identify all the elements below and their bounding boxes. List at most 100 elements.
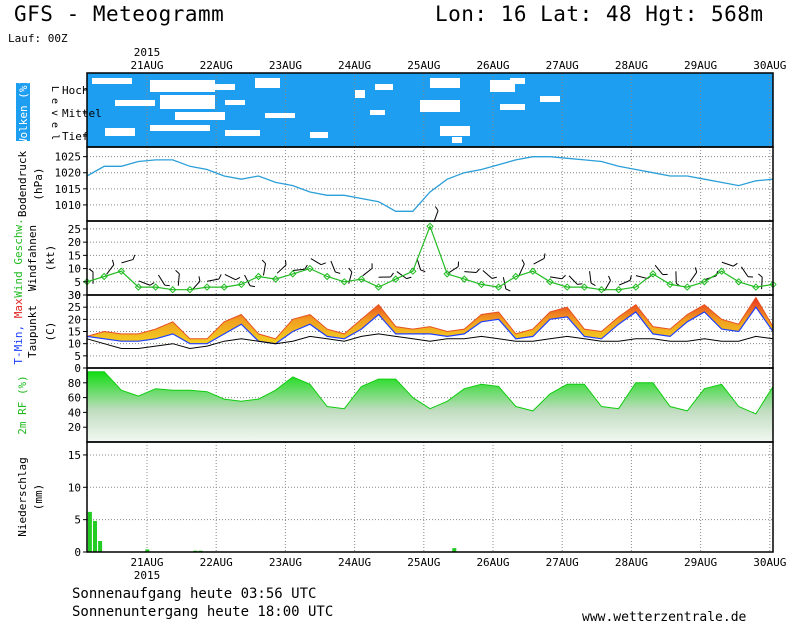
wind-barb — [310, 258, 326, 266]
wind-speed-point — [700, 278, 709, 286]
model-run: Lauf: 00Z — [8, 32, 68, 45]
wind-barb-feather — [261, 259, 266, 264]
wind-barb-feather — [732, 262, 738, 267]
cloud-axis-label: Wolken (%) — [17, 79, 30, 145]
wind-speed-point — [717, 267, 726, 275]
wind-barb-feather — [420, 269, 426, 273]
y-tick-label: 15 — [68, 326, 81, 339]
cloud-free-patch — [215, 84, 235, 90]
cloud-level-label: Hoch — [62, 84, 89, 97]
y-tick-label: 5 — [74, 350, 81, 363]
cloud-free-patch — [225, 130, 260, 136]
wind-barb-feather — [304, 264, 308, 270]
precipitation-panel-frame — [86, 441, 774, 553]
wind-barb-feather — [543, 253, 546, 259]
y-tick-label: 1010 — [55, 199, 82, 212]
y-tick-label: 1025 — [55, 151, 82, 164]
humidity-area — [87, 371, 773, 442]
wind-barb-feather — [505, 288, 511, 292]
wind-speed-point — [220, 283, 228, 291]
wind-barb-feather — [218, 274, 222, 280]
top-date-label: 22AUG — [200, 59, 233, 72]
wind-axis-label: Wind Geschw. — [12, 218, 25, 297]
wind-speed-point — [100, 272, 108, 281]
wind-barb-shaft — [689, 271, 698, 283]
wind-speed-point — [357, 275, 366, 283]
y-tick-label: 1015 — [55, 183, 82, 196]
top-date-label: 28AUG — [615, 59, 648, 72]
dewpoint-axis-label: Taupunkt — [26, 305, 39, 358]
wind-barb-shaft — [618, 279, 631, 286]
wind-barb — [482, 270, 497, 279]
cloud-free-patch — [310, 132, 328, 138]
wind-speed-point — [546, 278, 554, 286]
cloud-free-patch — [440, 126, 470, 136]
y-tick-label: 60 — [68, 392, 81, 405]
wind-barb-feather — [371, 263, 373, 269]
y-tick-label: 30 — [68, 289, 81, 302]
wind-barb-feather — [577, 283, 583, 285]
wind-barb-shaft — [433, 210, 439, 223]
wind-speed-point — [683, 283, 691, 291]
y-tick-label: 20 — [68, 421, 81, 434]
top-date-label: 21AUG — [130, 59, 163, 72]
cloud-free-patch — [773, 78, 777, 138]
wind-barb — [568, 275, 583, 285]
y-tick-label: 0 — [74, 289, 81, 302]
wind-speed-point — [563, 283, 571, 291]
wind-barb — [433, 206, 439, 223]
website-credit: www.wetterzentrale.de — [582, 610, 747, 625]
wind-barb-feather — [111, 259, 115, 265]
wind-speed-point — [632, 283, 640, 291]
wind-barb-feather — [164, 284, 170, 287]
wind-speed-point — [409, 267, 417, 275]
wind-barb-feather — [748, 276, 754, 278]
wind-barb-shaft — [330, 260, 336, 273]
cloud-free-patch — [150, 80, 215, 92]
wind-barb — [396, 271, 412, 280]
cloud-free-patch — [420, 100, 460, 112]
wind-barb-shaft — [138, 280, 151, 286]
wind-barb — [758, 273, 763, 290]
cloud-free-patch — [265, 113, 295, 118]
wind-barb — [464, 268, 480, 274]
wind-barb — [175, 270, 180, 286]
wind-barb — [244, 274, 256, 288]
cloud-free-patch — [225, 100, 245, 105]
bottom-date-label: 26AUG — [476, 556, 509, 569]
bottom-date-label: 27AUG — [546, 556, 579, 569]
cloud-free-patch — [452, 137, 462, 143]
y-tick-label: 10 — [68, 481, 81, 494]
wind-barb-shaft — [761, 277, 763, 290]
wind-barb-shaft — [276, 264, 287, 274]
meteogram-title: GFS - Meteogramm — [14, 2, 225, 26]
cloud-label-bg — [16, 83, 30, 141]
bottom-date-label: 30AUG — [753, 556, 786, 569]
wind-barb — [635, 275, 652, 280]
wind-barb — [549, 274, 566, 280]
wind-barb-shaft — [106, 264, 115, 275]
wind-speed-point — [151, 283, 160, 291]
top-date-label: 24AUG — [338, 59, 371, 72]
wind-speed-line — [86, 224, 774, 291]
wind-speed-point — [117, 267, 126, 275]
humidity-axis-label: 2m RF (%) — [16, 375, 29, 435]
wind-barb-shaft — [310, 258, 322, 266]
bottom-date-label: 23AUG — [269, 556, 302, 569]
wind-barb — [378, 272, 394, 278]
wind-barb — [157, 274, 170, 287]
wind-speed-point — [477, 280, 486, 289]
wind-barb-shaft — [396, 271, 407, 280]
wind-barb — [88, 268, 94, 284]
bottom-year-label: 2015 — [134, 569, 161, 582]
cloud-free-patch — [355, 90, 365, 98]
temperature-axis-label: T-Min, Max — [12, 298, 25, 365]
wind-barb-feather — [662, 273, 668, 276]
wind-barb-feather — [491, 276, 497, 279]
wind-speed-point — [134, 283, 143, 291]
wind-barb-feather — [406, 276, 412, 280]
wind-barb — [292, 264, 308, 272]
wind-barb-shaft — [157, 274, 166, 286]
wind-speed-point — [614, 286, 623, 294]
